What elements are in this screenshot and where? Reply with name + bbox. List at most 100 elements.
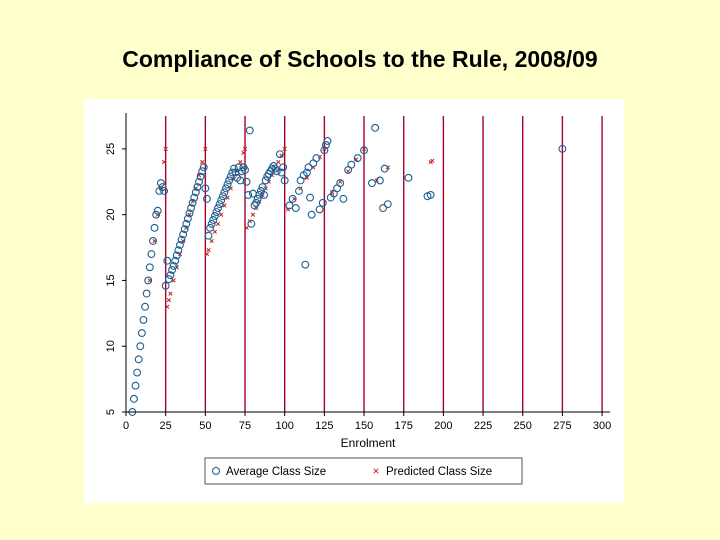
average-point-23 xyxy=(164,275,173,284)
average-point-117 xyxy=(336,179,345,188)
predicted-point-6 xyxy=(165,304,170,309)
x-tick-label-2: 50 xyxy=(199,420,211,432)
x-axis-label: Enrolment xyxy=(341,436,396,450)
x-tick-label-8: 200 xyxy=(434,420,452,432)
predicted-point-33 xyxy=(242,146,248,152)
average-series xyxy=(128,123,567,416)
average-point-13 xyxy=(149,237,157,245)
average-point-51 xyxy=(209,215,218,224)
average-point-131 xyxy=(426,190,435,199)
average-point-108 xyxy=(312,154,321,163)
average-point-74 xyxy=(245,126,254,135)
average-point-41 xyxy=(193,183,202,191)
predicted-point-31 xyxy=(238,159,243,165)
average-point-73 xyxy=(244,190,253,199)
average-point-50 xyxy=(207,219,216,228)
average-point-80 xyxy=(255,190,264,199)
predicted-point-5 xyxy=(163,146,168,152)
x-tick-label-1: 25 xyxy=(160,420,172,432)
average-point-43 xyxy=(196,172,205,181)
average-point-28 xyxy=(172,251,181,260)
predicted-point-62 xyxy=(430,158,435,163)
average-point-32 xyxy=(179,230,188,239)
x-tick-label-12: 300 xyxy=(593,420,611,432)
x-tick-label-3: 75 xyxy=(239,420,251,432)
average-point-14 xyxy=(150,223,159,232)
predicted-point-22 xyxy=(209,238,214,244)
average-point-6 xyxy=(137,329,146,338)
average-point-24 xyxy=(166,271,175,280)
average-point-16 xyxy=(153,206,162,215)
average-point-97 xyxy=(288,194,297,203)
average-point-56 xyxy=(217,196,226,205)
average-point-132 xyxy=(558,144,567,153)
average-point-102 xyxy=(301,260,310,269)
x-tick-label-6: 150 xyxy=(355,420,373,432)
chart-panel: 0 25 50 75 100 125 150 175 200 225 250 275 300 5 10 15 2… xyxy=(84,99,624,503)
average-point-99 xyxy=(295,187,303,195)
predicted-point-50 xyxy=(304,175,310,180)
average-point-52 xyxy=(210,212,219,220)
average-point-9 xyxy=(142,289,151,298)
predicted-point-44 xyxy=(276,159,281,165)
x-tick-label-5: 125 xyxy=(315,420,333,432)
average-point-19 xyxy=(158,183,167,191)
average-point-103 xyxy=(302,168,311,177)
average-point-46 xyxy=(201,184,210,193)
average-point-29 xyxy=(174,246,183,255)
predicted-point-8 xyxy=(168,291,173,296)
average-point-128 xyxy=(383,200,392,209)
average-point-111 xyxy=(320,146,329,155)
scatter-chart: 0 25 50 75 100 125 150 175 200 225 250 275 300 5 10 15 2… xyxy=(105,113,611,485)
average-point-60 xyxy=(223,180,232,189)
average-point-75 xyxy=(247,219,256,228)
predicted-point-20 xyxy=(204,251,210,257)
legend-x-glyph xyxy=(373,468,379,474)
average-point-104 xyxy=(304,163,313,172)
average-point-95 xyxy=(280,176,289,185)
average-point-1 xyxy=(129,394,138,403)
average-point-79 xyxy=(253,194,262,203)
average-point-49 xyxy=(206,223,215,232)
x-tick-label-11: 275 xyxy=(553,420,571,432)
average-point-33 xyxy=(180,225,189,234)
average-point-34 xyxy=(182,219,191,228)
average-point-47 xyxy=(202,194,211,203)
legend: Average Class Size Predicted Class Size xyxy=(204,457,523,485)
predicted-point-18 xyxy=(200,159,205,165)
y-tick-label-2: 15 xyxy=(105,274,117,286)
average-point-122 xyxy=(360,146,368,155)
predicted-point-55 xyxy=(338,179,343,184)
predicted-point-58 xyxy=(361,146,367,152)
legend-marker-average xyxy=(211,466,221,476)
predicted-point-34 xyxy=(244,225,249,230)
average-point-58 xyxy=(220,188,229,197)
average-point-98 xyxy=(291,204,300,213)
average-point-4 xyxy=(134,355,143,364)
average-point-18 xyxy=(156,179,165,188)
average-point-106 xyxy=(307,210,316,219)
average-point-54 xyxy=(214,204,222,213)
average-point-109 xyxy=(315,205,324,214)
average-point-82 xyxy=(258,183,267,191)
average-point-118 xyxy=(339,194,348,203)
average-point-112 xyxy=(321,140,330,149)
average-point-63 xyxy=(228,168,237,177)
average-point-72 xyxy=(242,177,251,186)
x-tick-label-9: 225 xyxy=(474,420,492,432)
rule-lines xyxy=(164,116,603,412)
predicted-point-19 xyxy=(203,146,208,152)
average-point-15 xyxy=(152,210,161,219)
legend-label-predicted: Predicted Class Size xyxy=(386,466,492,478)
average-point-92 xyxy=(275,150,284,159)
legend-box xyxy=(204,457,523,485)
average-point-20 xyxy=(160,187,169,195)
average-point-3 xyxy=(133,368,142,377)
average-point-31 xyxy=(177,235,186,244)
average-point-5 xyxy=(136,342,145,351)
average-point-120 xyxy=(347,160,356,169)
average-point-84 xyxy=(261,176,270,185)
predicted-point-7 xyxy=(166,298,171,303)
predicted-point-36 xyxy=(250,212,256,217)
average-point-91 xyxy=(272,167,281,176)
